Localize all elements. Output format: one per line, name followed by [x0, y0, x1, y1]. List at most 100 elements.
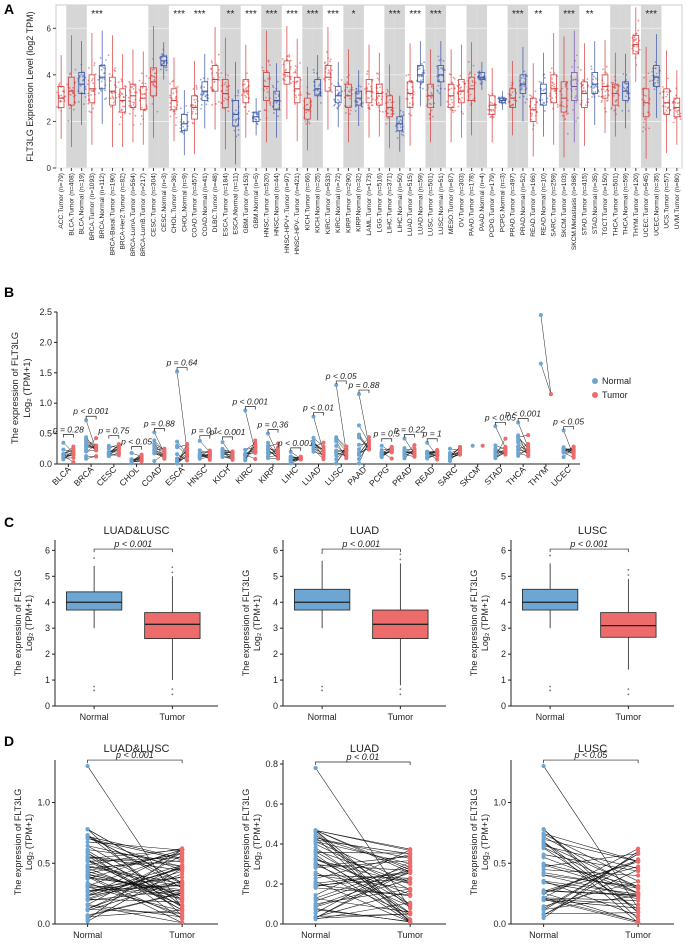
a-point	[361, 102, 364, 104]
c-x-tick-label: Tumor	[388, 712, 414, 722]
d-pair-line	[87, 850, 183, 908]
a-point	[402, 114, 405, 117]
a-point	[275, 96, 278, 99]
a-point	[461, 96, 463, 99]
a-point	[175, 116, 178, 119]
a-point	[600, 101, 603, 104]
a-point	[634, 39, 637, 42]
d-tumor-point	[180, 887, 185, 893]
c-y-tick-label: 6	[273, 545, 278, 555]
a-point	[121, 108, 123, 111]
b-normal-point	[106, 454, 111, 459]
d-pair-line	[315, 902, 411, 920]
a-x-tick-label: DLBC.Tumor (n=48)	[212, 173, 219, 232]
d-pair-line	[543, 843, 639, 888]
d-tumor-point	[636, 879, 641, 884]
a-point	[130, 105, 133, 107]
a-point	[246, 72, 248, 75]
a-point	[194, 104, 197, 107]
a-point	[500, 96, 503, 98]
a-x-tick-label: OV.Tumor (n=303)	[458, 173, 465, 227]
a-point	[387, 117, 390, 119]
a-point	[605, 65, 608, 68]
a-point	[401, 130, 403, 133]
a-point	[111, 95, 114, 98]
a-point	[452, 76, 455, 79]
c-x-tick-label: Normal	[80, 712, 109, 722]
panel-c-box-charts: LUAD&LUSC 0 1 2 3 4 5 6 The expression of FLT3LG…	[13, 525, 674, 722]
a-point	[122, 95, 125, 98]
d-pair-line	[543, 853, 639, 911]
a-point	[225, 89, 228, 92]
b-normal-point	[175, 443, 180, 448]
c-y-axis-label-1: The expression of FLT3LG	[13, 570, 23, 676]
a-point	[530, 118, 533, 121]
d-pair-line	[543, 864, 639, 894]
a-point	[67, 120, 70, 123]
a-point	[366, 97, 369, 100]
d-pair-line	[315, 839, 411, 855]
a-point	[613, 95, 616, 97]
b-pair-line	[176, 445, 188, 456]
d-x-tick-label: Tumor	[397, 930, 423, 940]
b-normal-point	[402, 456, 407, 461]
d-normal-point	[313, 873, 318, 878]
a-point	[575, 120, 577, 123]
a-point	[387, 90, 389, 93]
d-pair-line	[87, 882, 183, 915]
d-pair-line	[87, 892, 183, 916]
d-pair-line	[87, 841, 183, 851]
a-point	[343, 83, 346, 85]
a-box	[57, 86, 65, 108]
a-box	[560, 81, 568, 113]
a-point	[453, 77, 456, 80]
b-p-value: p < 0.05	[120, 437, 152, 447]
b-tumor-point	[253, 438, 258, 443]
b-tumor-point	[71, 455, 76, 460]
a-point	[152, 84, 154, 86]
b-pair-line	[336, 437, 347, 447]
a-point	[556, 87, 559, 90]
a-point	[556, 106, 559, 108]
a-x-tick-label: LIHC.Tumor (n=371)	[387, 173, 394, 233]
a-box	[417, 65, 424, 83]
d-tumor-point	[408, 911, 413, 916]
a-point	[451, 109, 454, 112]
d-pair-line	[87, 836, 183, 859]
b-normal-point	[243, 458, 248, 463]
a-point	[169, 94, 171, 97]
b-tumor-point	[412, 454, 417, 459]
d-normal-point	[85, 834, 90, 839]
a-point	[294, 94, 297, 97]
a-point	[218, 79, 221, 81]
a-x-tick-label: UCEC.Normal (n=35)	[653, 173, 660, 236]
d-x-tick-label: Normal	[301, 930, 330, 940]
a-point	[145, 75, 148, 77]
b-normal-point	[516, 453, 521, 458]
a-point	[315, 93, 318, 96]
a-significance: ***	[286, 9, 298, 20]
b-tumor-point	[185, 447, 190, 452]
d-tumor-point	[408, 854, 413, 859]
a-point	[213, 77, 215, 79]
a-significance: ***	[430, 9, 442, 20]
b-normal-point	[493, 443, 498, 448]
a-point	[205, 94, 208, 96]
b-normal-point	[266, 446, 271, 451]
a-point	[430, 103, 432, 106]
a-significance: ***	[245, 9, 257, 20]
a-point	[562, 105, 565, 108]
b-tumor-point	[412, 446, 417, 451]
b-tumor-point	[298, 456, 303, 461]
a-point	[661, 105, 664, 108]
a-point	[330, 69, 333, 71]
d-pair-line	[543, 833, 639, 882]
a-point	[592, 87, 595, 89]
c-y-tick-label: 0	[501, 701, 506, 711]
a-point	[125, 85, 127, 88]
d-tumor-point	[180, 848, 185, 853]
b-p-value: p < 0.001	[504, 409, 541, 419]
a-point	[451, 101, 454, 104]
b-p-value: p < 0.001	[72, 406, 109, 416]
d-normal-point	[85, 843, 90, 848]
